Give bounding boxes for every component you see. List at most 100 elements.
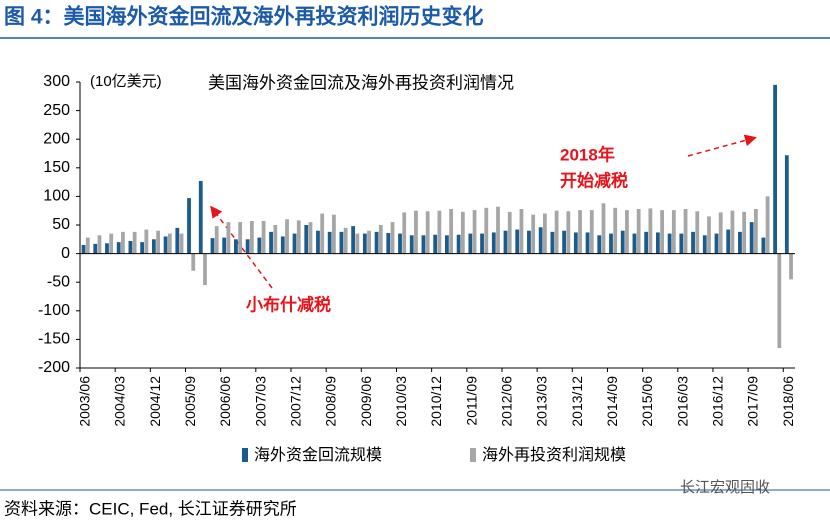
bar [515,229,520,254]
bar [554,210,559,254]
arrow [687,134,757,157]
bar [390,222,395,254]
bar [351,226,356,254]
bar [203,253,207,286]
x-tick-label: 2004/03 [112,376,128,427]
x-tick-label: 2017/09 [745,376,761,427]
bar [121,231,125,254]
bar [198,180,203,254]
bar [249,220,254,254]
bar [187,198,191,254]
bar [484,207,489,254]
bar [355,233,360,254]
bar [85,237,90,254]
bar [691,231,695,254]
bar [81,245,86,254]
bar [527,230,531,254]
bar [175,227,180,254]
x-tick-label: 2013/12 [569,376,585,427]
bar [601,203,606,254]
bar [761,237,766,254]
bar [472,210,477,254]
bar [132,231,137,254]
bar [105,243,109,254]
bar [789,253,793,280]
bar [562,230,567,254]
y-tick-label: 250 [43,102,70,119]
bar [531,214,536,254]
bar [285,219,289,254]
bar [496,206,500,254]
bar [613,207,618,254]
chart-title: 美国海外资金回流及海外再投资利润情况 [208,73,514,92]
x-tick-label: 2014/09 [604,376,620,427]
bar [749,222,754,254]
annotation: 2018年 [560,144,615,164]
bar [449,208,454,254]
bar [409,235,414,254]
bar [261,220,266,254]
bar [234,239,238,254]
bar [445,235,449,254]
y-tick-label: -100 [38,302,70,319]
bar [320,213,325,254]
bar [456,234,461,254]
bar [93,243,98,254]
bar [702,235,707,254]
page-title: 图 4：美国海外资金回流及海外再投资利润历史变化 [4,5,484,29]
bar [589,210,594,254]
bar [625,210,629,254]
bar [144,229,149,254]
bar [425,211,430,254]
bar [538,227,543,254]
bar [726,229,731,254]
bar [116,242,121,254]
x-tick-label: 2011/09 [463,376,479,426]
bar [386,233,391,254]
bar [280,236,285,254]
x-tick-label: 2003/06 [77,376,93,427]
bar [238,222,243,254]
bar [480,233,484,254]
y-tick-label: 200 [43,130,70,147]
bar [468,233,473,254]
x-tick-label: 2005/09 [182,376,198,427]
bar [433,234,438,254]
bar [655,232,660,254]
x-tick-label: 2018/06 [780,376,796,427]
bar [437,210,442,254]
bar [573,232,578,254]
bar [327,231,332,254]
bar [257,237,262,254]
y-tick-label: 0 [61,245,70,262]
bar [519,208,524,254]
bar [636,208,641,254]
bar [667,233,672,254]
x-tick-label: 2016/12 [710,376,726,427]
bar [609,233,613,254]
legend-label: 海外资金回流规模 [254,446,382,464]
bar [316,230,320,254]
bar [367,230,371,254]
bar [339,231,344,254]
bar [402,212,407,254]
bar [585,232,590,254]
unit-label: (10亿美元) [90,73,162,90]
bar [460,211,465,254]
watermark: 长江宏观固收 [680,479,770,496]
bar [109,233,114,254]
bar [378,225,383,254]
bar [398,233,402,254]
x-tick-label: 2016/03 [674,376,690,427]
y-tick-label: -200 [38,359,70,376]
y-tick-label: 300 [43,73,70,90]
bar [97,235,102,254]
x-tick-label: 2004/12 [147,376,163,427]
bar [507,211,512,254]
y-tick-label: -50 [47,273,70,290]
legend-swatch [242,448,248,462]
bar [683,208,688,254]
bar [214,226,219,254]
x-tick-label: 2010/03 [393,376,409,427]
